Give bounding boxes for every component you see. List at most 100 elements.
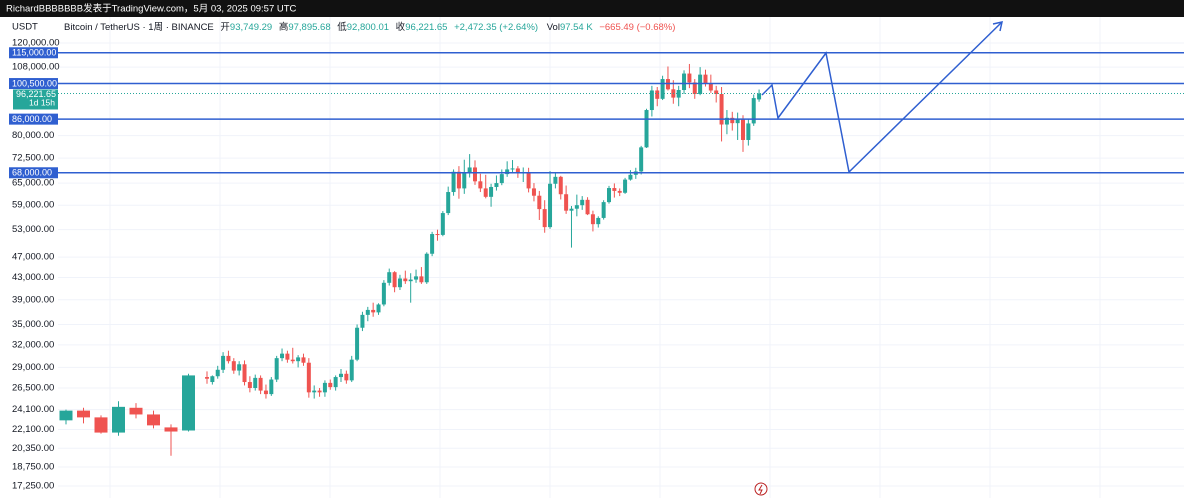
candle-body: [467, 167, 472, 173]
y-tick-label: 35,000.00: [12, 319, 54, 330]
y-tick-label: 17,250.00: [12, 481, 54, 492]
candle-body: [714, 90, 719, 95]
candle-body: [419, 276, 424, 283]
candle-body: [644, 110, 649, 148]
candle-body: [387, 272, 392, 283]
candle-body: [730, 117, 735, 124]
candle-body: [306, 362, 311, 393]
candle-body: [333, 377, 338, 388]
candle-body: [478, 181, 483, 189]
candle-body: [590, 214, 595, 225]
y-tick-label: 53,000.00: [12, 224, 54, 235]
last-price-box: [13, 89, 58, 110]
countdown: 1d 15h: [29, 98, 55, 108]
top-bar: [0, 0, 1184, 17]
level-label-box: [9, 78, 58, 90]
y-axis: 120,000.00 108,000.00 80,000.00 72,500.00 65…: [9, 38, 60, 492]
candle-body: [182, 375, 195, 431]
candle-body: [59, 410, 73, 421]
candle-body: [301, 357, 306, 363]
candle-body: [274, 358, 279, 380]
candle-body: [339, 373, 343, 378]
candle-body: [682, 73, 687, 91]
open-label: 开: [220, 22, 230, 33]
candle-body: [735, 119, 740, 124]
candle-body: [499, 174, 504, 184]
candle-body: [344, 373, 349, 381]
candle-body: [231, 361, 236, 371]
candle-body: [649, 90, 654, 111]
y-tick-label: 47,000.00: [12, 252, 54, 263]
candle-body: [655, 90, 660, 99]
last-price-label: 96,221.65: [16, 89, 56, 99]
candle-body: [408, 279, 413, 282]
candle-body: [403, 278, 408, 282]
candle-body: [531, 188, 536, 196]
candle-body: [687, 73, 692, 83]
level-label-box: [9, 113, 58, 125]
y-tick-label: 22,100.00: [12, 424, 54, 435]
forecast-path: [761, 21, 1003, 174]
y-tick-label: 59,000.00: [12, 200, 54, 211]
candle-body: [129, 407, 143, 415]
candle-body: [215, 369, 220, 377]
y-tick-label: 43,000.00: [12, 272, 54, 283]
candle-body: [317, 390, 322, 393]
candle-body: [483, 188, 488, 197]
level-label: 68,000.00: [12, 168, 52, 178]
candle-body: [94, 417, 108, 433]
candle-body: [381, 282, 386, 305]
candle-body: [221, 355, 226, 370]
candle-body: [328, 382, 333, 388]
candle-body: [553, 176, 558, 184]
candle-body: [290, 359, 295, 362]
replay-icon[interactable]: [754, 482, 768, 496]
symbol: Bitcoin / TetherUS · 1周 · BINANCE: [64, 22, 214, 33]
candle-body: [537, 195, 542, 210]
candle-body: [446, 192, 451, 214]
candle-body: [147, 414, 160, 426]
level-label-box: [9, 47, 58, 59]
candle-body: [435, 234, 440, 236]
candle-body: [371, 309, 376, 313]
candle-body: [601, 202, 606, 218]
candle-body: [741, 119, 745, 140]
y-tick-label: 26,500.00: [12, 383, 54, 394]
candle-body: [269, 379, 274, 395]
arrow-head: [992, 21, 1003, 32]
legend-line: Bitcoin / TetherUS · 1周 · BINANCE 开93,74…: [64, 21, 675, 33]
candle-body: [542, 209, 547, 228]
y-tick-label: 120,000.00: [12, 38, 60, 49]
candle-body: [424, 253, 429, 283]
candle-body: [708, 83, 713, 91]
level-label: 86,000.00: [12, 114, 52, 124]
candle-body: [580, 199, 585, 206]
y-tick-label: 29,000.00: [12, 362, 54, 373]
candle-body: [676, 90, 681, 98]
y-tick-label: 24,100.00: [12, 404, 54, 415]
candle-body: [505, 169, 510, 175]
candle-body: [757, 93, 762, 100]
candle-body: [296, 357, 301, 362]
high-label: 高: [279, 21, 289, 33]
candle-body: [365, 309, 370, 315]
candle-body: [253, 377, 258, 388]
candle-body: [456, 171, 461, 189]
candle-body: [440, 213, 445, 235]
candle-body: [237, 364, 242, 371]
volume-label: Vol: [547, 22, 560, 33]
candle-body: [623, 179, 628, 193]
candle-body: [242, 364, 247, 383]
candle-body: [349, 359, 354, 381]
plot: [58, 52, 1184, 456]
candle-body: [280, 353, 285, 359]
candle-body: [414, 276, 419, 280]
candle-body: [112, 406, 125, 433]
candle-body: [751, 98, 756, 124]
candle-body: [247, 382, 252, 388]
candle-body: [628, 174, 633, 180]
candle-body: [263, 390, 268, 395]
byline: RichardBBBBBBB发表于TradingView.com，5月 03, …: [6, 3, 297, 15]
candle-body: [226, 355, 231, 362]
